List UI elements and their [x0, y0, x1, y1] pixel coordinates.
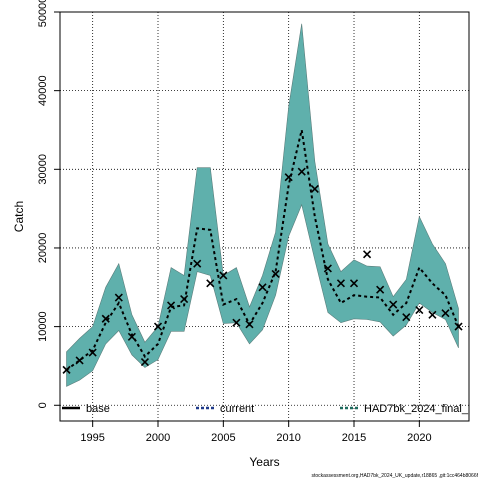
x-tick-label: 2015: [342, 432, 366, 444]
y-axis-ticks: 0 10000 20000 30000 40000 50000: [37, 0, 60, 408]
y-tick-label: 40000: [37, 75, 49, 106]
legend-label: current: [220, 403, 254, 415]
legend-item: HAD7bk_2024_final_: [340, 403, 469, 415]
y-tick-label: 10000: [37, 311, 49, 342]
gridlines: [60, 11, 469, 421]
y-tick-label: 0: [37, 402, 49, 408]
observed-point: [415, 306, 424, 315]
legend-label: HAD7bk_2024_final_: [364, 403, 469, 415]
observed-point: [297, 167, 306, 176]
x-tick-label: 2020: [407, 432, 431, 444]
y-tick-label: 30000: [37, 154, 49, 185]
x-tick-label: 2005: [211, 432, 235, 444]
y-tick-label: 20000: [37, 233, 49, 264]
observed-point: [310, 184, 319, 194]
x-axis-title: Years: [249, 455, 279, 469]
observed-point: [219, 271, 228, 280]
footer-credit: stockassessment.org,HAD7bk_2024_UK_updat…: [312, 473, 479, 479]
observed-point: [127, 332, 136, 341]
observed-point: [206, 279, 215, 288]
observed-point: [441, 309, 450, 318]
observed-point: [140, 357, 150, 367]
estimated-catch-line: [65, 129, 460, 371]
plot-frame: [59, 11, 470, 422]
observed-point: [167, 301, 176, 310]
observed-point: [62, 365, 71, 374]
observed-point: [363, 250, 372, 259]
observed-point: [428, 310, 437, 319]
observed-point: [245, 320, 254, 329]
y-axis-title: Catch: [12, 201, 26, 232]
observed-point: [232, 318, 241, 327]
x-tick-label: 2010: [276, 432, 300, 444]
observed-point: [376, 285, 385, 294]
observed-point: [271, 269, 280, 278]
observed-point: [153, 322, 163, 331]
observed-point: [323, 264, 332, 273]
legend-item: base: [62, 403, 110, 415]
observed-point: [114, 293, 123, 302]
observed-point: [389, 300, 398, 309]
observed-point: [180, 295, 189, 304]
legend-item: current: [196, 403, 254, 415]
legend-label: base: [86, 403, 110, 415]
x-tick-label: 1995: [80, 432, 104, 444]
observed-point: [88, 348, 97, 357]
confidence-band: [66, 23, 459, 387]
observed-point: [258, 283, 267, 292]
observed-point: [454, 322, 463, 331]
observed-point: [402, 313, 411, 322]
x-axis-ticks: 1995 2000 2005 2010 2015 2020: [80, 421, 432, 444]
observed-point: [101, 314, 110, 323]
observed-point: [75, 356, 84, 365]
legend: base current HAD7bk_2024_final_: [62, 403, 469, 415]
observed-point: [336, 279, 346, 288]
observed-point: [284, 173, 293, 182]
y-tick-label: 50000: [37, 0, 49, 27]
observed-catch-points: [62, 167, 463, 374]
observed-point: [193, 259, 202, 268]
x-tick-label: 2000: [146, 432, 170, 444]
observed-point: [349, 279, 359, 288]
